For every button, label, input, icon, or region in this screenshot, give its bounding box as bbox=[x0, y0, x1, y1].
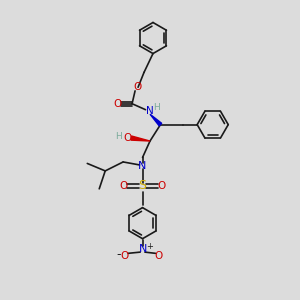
Text: O: O bbox=[158, 181, 166, 191]
Polygon shape bbox=[131, 136, 150, 141]
Text: O: O bbox=[155, 251, 163, 261]
Text: N: N bbox=[146, 106, 154, 116]
Text: H: H bbox=[153, 103, 160, 112]
Text: O: O bbox=[113, 99, 121, 109]
Text: N: N bbox=[139, 244, 148, 254]
Text: O: O bbox=[121, 251, 129, 261]
Text: O: O bbox=[133, 82, 141, 92]
Text: +: + bbox=[146, 242, 152, 251]
Text: S: S bbox=[139, 179, 146, 192]
Polygon shape bbox=[150, 114, 162, 126]
Text: -: - bbox=[116, 248, 121, 261]
Text: O: O bbox=[119, 181, 127, 191]
Text: O: O bbox=[124, 133, 132, 143]
Text: H: H bbox=[115, 132, 122, 141]
Text: N: N bbox=[138, 161, 147, 171]
